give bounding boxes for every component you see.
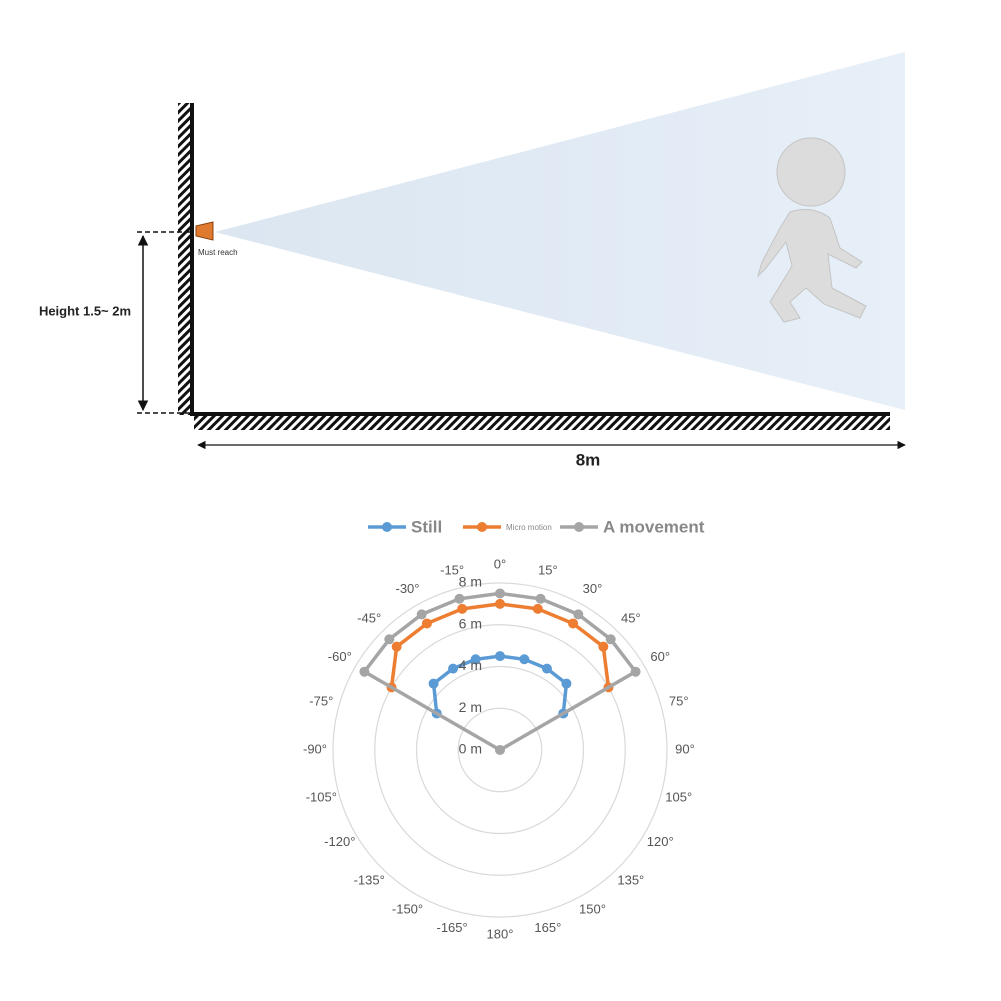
angle-label: 75° [669, 694, 689, 709]
point [519, 654, 530, 665]
height-label: Height 1.5~ 2m [39, 303, 131, 318]
angle-label: 180° [487, 926, 514, 941]
angle-label: -120° [324, 834, 355, 849]
angle-label: 15° [538, 563, 558, 578]
angle-label: -15° [440, 563, 464, 578]
sensor [195, 221, 214, 241]
legend-marker [477, 522, 487, 532]
point [457, 603, 468, 614]
legend-marker [574, 522, 584, 532]
angle-label: -75° [309, 694, 333, 709]
legend-label: Still [411, 517, 442, 536]
sensor-label: Must reach [198, 248, 238, 257]
ring [374, 624, 626, 876]
point [359, 666, 370, 677]
wall-edge [190, 103, 194, 415]
legend-marker [382, 522, 392, 532]
angle-label: 150° [579, 902, 606, 917]
point [454, 593, 465, 604]
legend-label: A movement [603, 517, 705, 536]
angle-label: 30° [583, 581, 603, 596]
point [535, 593, 546, 604]
ring [415, 665, 585, 835]
point [495, 651, 505, 662]
floor [194, 416, 890, 430]
point [421, 618, 432, 629]
angle-label: -90° [303, 741, 327, 756]
angle-label: 0° [494, 556, 506, 571]
radius-label: 8 m [459, 574, 482, 590]
angle-label: 135° [617, 872, 644, 887]
angle-label: -60° [328, 649, 352, 664]
detection-cone [215, 52, 905, 410]
center-point [495, 745, 505, 755]
radius-label: 4 m [459, 657, 482, 673]
angle-label: 105° [665, 789, 692, 804]
floor-edge [190, 412, 890, 416]
point [573, 609, 584, 620]
angle-label: -150° [392, 902, 423, 917]
angle-label: -105° [306, 789, 337, 804]
point [384, 634, 395, 645]
point [495, 588, 505, 599]
distance-label: 8m [576, 450, 601, 469]
point [561, 678, 572, 689]
radius-label: 6 m [459, 615, 482, 631]
radius-label: 2 m [459, 699, 482, 715]
angle-label: 165° [534, 920, 561, 935]
angle-label: 60° [650, 649, 670, 664]
point [605, 634, 616, 645]
person [756, 137, 867, 323]
radius-label: 0 m [459, 741, 482, 757]
point [630, 666, 641, 677]
angle-label: 90° [675, 741, 695, 756]
point [391, 641, 402, 652]
angle-label: -135° [354, 872, 385, 887]
angle-label: -165° [437, 920, 468, 935]
point [568, 618, 579, 629]
angle-label: -30° [396, 581, 420, 596]
angle-label: 45° [621, 611, 641, 626]
point [495, 598, 505, 609]
ring [332, 582, 668, 918]
angle-label: 120° [647, 834, 674, 849]
series-line [362, 591, 638, 752]
point [416, 609, 427, 620]
legend-label: Micro motion [506, 523, 552, 532]
point [428, 678, 439, 689]
point [448, 663, 459, 674]
point [532, 603, 543, 614]
ring [457, 707, 543, 793]
radar-chart: 0° 15° 30° 45° 60° 75° 90° 105° 120° 135° 150° 165°… [303, 517, 705, 941]
point [470, 654, 481, 665]
angle-label: -45° [357, 611, 381, 626]
point [598, 641, 609, 652]
point [541, 663, 552, 674]
